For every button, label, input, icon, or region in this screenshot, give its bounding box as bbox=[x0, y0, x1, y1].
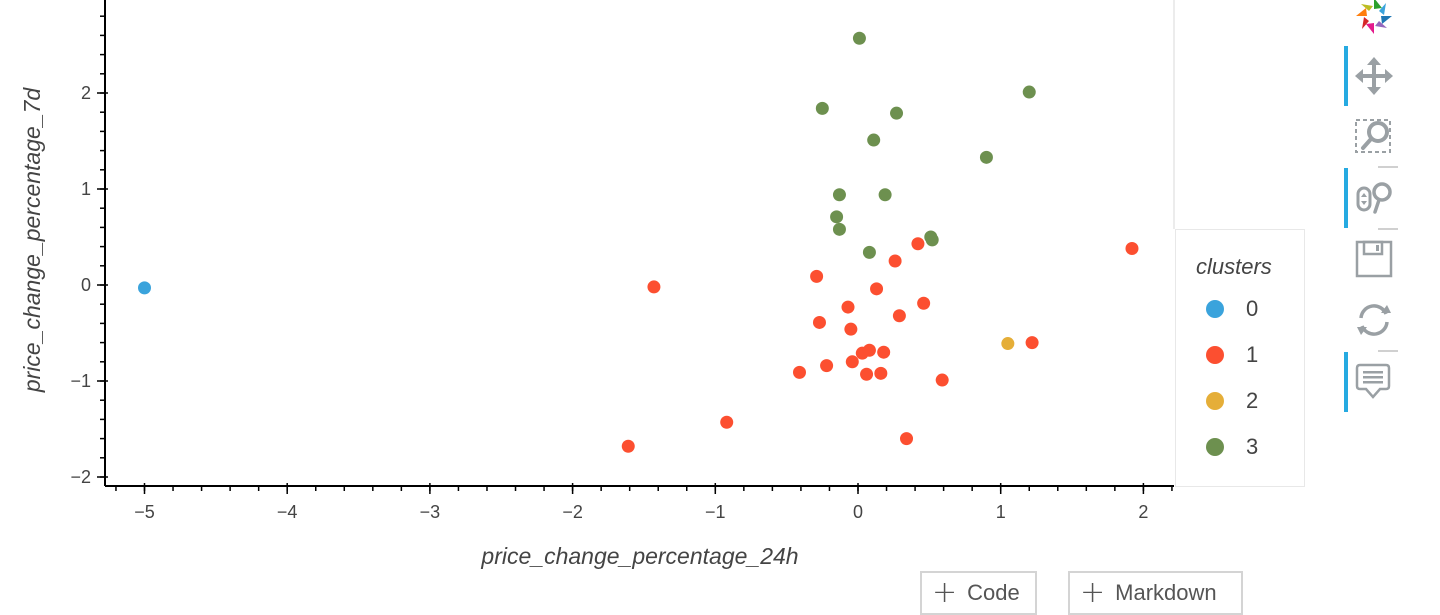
axes: −5 −4 −3 −2 −1 0 1 2 −2 −1 0 1 2 bbox=[70, 0, 1174, 522]
legend-item-0[interactable]: 0 bbox=[1206, 294, 1258, 324]
x-tick-label: 2 bbox=[1138, 502, 1148, 522]
data-point-cluster-1 bbox=[877, 345, 891, 359]
x-tick-label: 1 bbox=[996, 502, 1006, 522]
add-markdown-cell-button[interactable]: + Markdown bbox=[1068, 571, 1243, 615]
reset-tool[interactable] bbox=[1344, 290, 1404, 350]
y-tick-label: −1 bbox=[70, 371, 91, 391]
x-tick-label: −1 bbox=[705, 502, 726, 522]
legend-marker-icon bbox=[1206, 438, 1224, 456]
x-tick-label: −2 bbox=[562, 502, 583, 522]
box-zoom-tool[interactable] bbox=[1344, 106, 1404, 166]
data-point-cluster-3 bbox=[1022, 85, 1036, 99]
bokeh-logo-icon bbox=[1356, 0, 1392, 34]
data-point-cluster-3 bbox=[830, 210, 844, 224]
data-point-cluster-3 bbox=[862, 245, 876, 259]
legend: clusters 0 1 2 3 bbox=[1175, 229, 1305, 487]
x-tick-label: −5 bbox=[134, 502, 155, 522]
data-point-cluster-2 bbox=[1001, 337, 1015, 351]
data-point-cluster-1 bbox=[917, 296, 931, 310]
hover-tool[interactable] bbox=[1344, 352, 1404, 412]
data-point-cluster-1 bbox=[900, 432, 914, 446]
y-tick-label: 2 bbox=[81, 83, 91, 103]
data-point-cluster-1 bbox=[820, 359, 834, 373]
bokeh-logo[interactable] bbox=[1344, 0, 1404, 46]
pan-icon bbox=[1355, 57, 1393, 95]
data-point-cluster-1 bbox=[621, 439, 635, 453]
toolbar-separator bbox=[1378, 166, 1398, 168]
hover-icon bbox=[1355, 363, 1391, 399]
active-indicator bbox=[1344, 46, 1348, 106]
data-point-cluster-1 bbox=[888, 254, 902, 268]
box-zoom-icon bbox=[1355, 119, 1391, 153]
x-axis-label: price_change_percentage_24h bbox=[480, 543, 798, 569]
save-tool[interactable] bbox=[1344, 230, 1404, 290]
toolbar-separator bbox=[1378, 350, 1398, 352]
legend-title: clusters bbox=[1196, 254, 1272, 279]
add-code-cell-button[interactable]: + Code bbox=[920, 571, 1037, 615]
plus-icon: + bbox=[932, 575, 958, 610]
active-indicator bbox=[1344, 168, 1348, 228]
data-point-cluster-1 bbox=[845, 355, 859, 369]
data-point-cluster-1 bbox=[792, 365, 806, 379]
save-icon bbox=[1355, 240, 1393, 278]
data-point-cluster-3 bbox=[852, 31, 866, 45]
plot-border bbox=[1173, 0, 1175, 229]
toolbar-separator bbox=[1378, 228, 1398, 230]
wheel-zoom-icon bbox=[1356, 182, 1392, 214]
data-point-cluster-1 bbox=[860, 367, 874, 381]
y-tick-label: −2 bbox=[70, 467, 91, 487]
y-tick-label: 0 bbox=[81, 275, 91, 295]
data-point-cluster-1 bbox=[870, 282, 884, 296]
pan-tool[interactable] bbox=[1344, 46, 1404, 106]
scatter-plot[interactable]: −5 −4 −3 −2 −1 0 1 2 −2 −1 0 1 2 price_change_percen… bbox=[0, 0, 1175, 612]
data-point-cluster-3 bbox=[890, 106, 904, 120]
data-point-cluster-1 bbox=[841, 300, 855, 314]
data-point-cluster-3 bbox=[925, 233, 939, 247]
plot-toolbar bbox=[1344, 0, 1404, 420]
data-point-cluster-1 bbox=[935, 373, 949, 387]
data-point-cluster-1 bbox=[647, 280, 661, 294]
data-point-cluster-3 bbox=[979, 150, 993, 164]
y-axis-label: price_change_percentage_7d bbox=[19, 87, 45, 394]
data-point-cluster-1 bbox=[720, 415, 734, 429]
data-point-cluster-1 bbox=[1025, 336, 1039, 350]
legend-item-3[interactable]: 3 bbox=[1206, 432, 1258, 462]
data-point-cluster-3 bbox=[815, 101, 829, 115]
data-points bbox=[138, 31, 1139, 453]
data-point-cluster-0 bbox=[138, 281, 151, 295]
data-point-cluster-3 bbox=[878, 188, 892, 202]
data-point-cluster-3 bbox=[867, 133, 881, 147]
data-point-cluster-1 bbox=[1125, 242, 1139, 256]
data-point-cluster-1 bbox=[844, 322, 858, 336]
x-tick-label: −4 bbox=[277, 502, 298, 522]
plus-icon: + bbox=[1080, 575, 1106, 610]
active-indicator bbox=[1344, 352, 1348, 412]
y-tick-label: 1 bbox=[81, 179, 91, 199]
reset-icon bbox=[1357, 304, 1391, 336]
legend-item-2[interactable]: 2 bbox=[1206, 386, 1258, 416]
data-point-cluster-1 bbox=[892, 309, 906, 323]
data-point-cluster-1 bbox=[810, 269, 824, 283]
data-point-cluster-1 bbox=[862, 343, 876, 357]
wheel-zoom-tool[interactable] bbox=[1344, 168, 1404, 228]
x-tick-label: −3 bbox=[420, 502, 441, 522]
data-point-cluster-3 bbox=[832, 188, 846, 202]
legend-marker-icon bbox=[1206, 346, 1224, 364]
data-point-cluster-1 bbox=[874, 366, 888, 380]
data-point-cluster-3 bbox=[832, 222, 846, 236]
legend-item-1[interactable]: 1 bbox=[1206, 340, 1258, 370]
legend-marker-icon bbox=[1206, 300, 1224, 318]
x-tick-label: 0 bbox=[853, 502, 863, 522]
data-point-cluster-1 bbox=[812, 315, 826, 329]
data-point-cluster-1 bbox=[911, 237, 925, 251]
legend-marker-icon bbox=[1206, 392, 1224, 410]
